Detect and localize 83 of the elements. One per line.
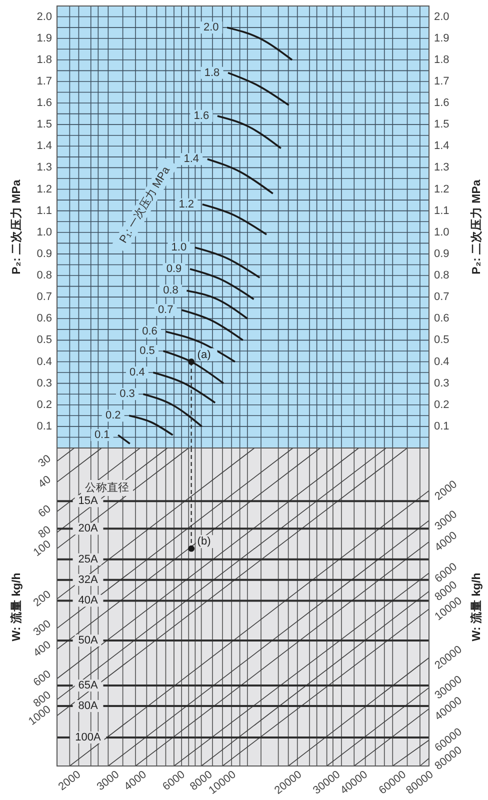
y-tick-label: 600 bbox=[31, 668, 54, 689]
y-tick-label: 0.1 bbox=[36, 420, 52, 432]
annotation: (b) bbox=[197, 536, 211, 548]
y2-tick-label: 0.3 bbox=[434, 377, 450, 390]
y2-axis-title: P₂: 二次压力 MPa bbox=[469, 179, 483, 274]
y-tick-label: 1.1 bbox=[36, 204, 52, 217]
series-label: 0.4 bbox=[130, 366, 145, 379]
y-tick-label: 0.3 bbox=[36, 377, 52, 390]
y-tick-label: 0.9 bbox=[36, 248, 52, 260]
y-tick-label: 30 bbox=[36, 452, 54, 470]
y-tick-label: 400 bbox=[31, 638, 54, 660]
y-tick-label: 2.0 bbox=[36, 10, 52, 23]
y-tick-label: 1.6 bbox=[36, 97, 52, 110]
y2-tick-label: 0.1 bbox=[434, 420, 450, 432]
y2-tick-label: 0.7 bbox=[434, 291, 450, 304]
y2-tick-label: 1.0 bbox=[434, 226, 450, 238]
annotation: (a) bbox=[197, 348, 211, 361]
y-tick-label: 0.7 bbox=[36, 291, 52, 304]
y2-tick-label: 1.8 bbox=[434, 54, 450, 66]
y-tick-label: 1.8 bbox=[36, 54, 52, 66]
y-tick-label: 1.3 bbox=[36, 162, 52, 174]
series-label: 1.8 bbox=[204, 66, 220, 79]
series-label: 1.6 bbox=[194, 110, 210, 122]
y-tick-label: 40 bbox=[36, 474, 54, 491]
ref-line-label: 50A bbox=[78, 634, 98, 647]
ref-line-label: 15A bbox=[78, 495, 98, 508]
y2-tick-label: 1.1 bbox=[434, 204, 450, 217]
series-label: 0.9 bbox=[166, 263, 182, 276]
y-tick-label: 60 bbox=[36, 503, 54, 520]
y-axis-title: W: 流量 kg/h bbox=[9, 572, 23, 642]
y2-tick-label: 1.3 bbox=[434, 162, 450, 174]
y-tick-label: 300 bbox=[31, 618, 54, 639]
y2-tick-label: 1.2 bbox=[434, 183, 450, 196]
y2-tick-label: 2.0 bbox=[434, 10, 450, 23]
y2-tick-label: 1.9 bbox=[434, 32, 450, 44]
y-tick-label: 1.7 bbox=[36, 75, 52, 88]
series-label: 1.0 bbox=[171, 241, 187, 254]
y-tick-label: 1.9 bbox=[36, 32, 52, 44]
y2-tick-label: 1.5 bbox=[434, 118, 450, 131]
series-label: 0.6 bbox=[142, 326, 158, 338]
y-tick-label: 0.4 bbox=[36, 356, 52, 368]
ref-line-label: 65A bbox=[78, 680, 98, 692]
y-tick-label: 1.0 bbox=[36, 226, 52, 238]
y-tick-label: 200 bbox=[31, 588, 54, 610]
series-label: 1.2 bbox=[178, 198, 194, 210]
y-tick-label: 100 bbox=[31, 538, 54, 559]
series-label: 2.0 bbox=[203, 22, 219, 34]
series-label: 0.2 bbox=[105, 410, 121, 422]
y2-tick-label: 0.8 bbox=[434, 270, 450, 282]
ref-line-label: 20A bbox=[78, 522, 98, 535]
y-tick-label: 1.5 bbox=[36, 118, 52, 131]
ref-line-label: 40A bbox=[78, 594, 98, 607]
y2-tick-label: 0.4 bbox=[434, 356, 450, 368]
y2-axis-title: W: 流量 kg/h bbox=[469, 572, 483, 642]
y2-tick-label: 1.7 bbox=[434, 75, 450, 88]
x-tick-label: 4000 bbox=[122, 768, 149, 794]
ref-line-label: 32A bbox=[78, 574, 98, 586]
annotation: 公称直径 bbox=[85, 481, 129, 494]
y2-tick-label: 0.5 bbox=[434, 334, 450, 346]
y2-tick-label: 1.4 bbox=[434, 140, 450, 152]
y-tick-label: 1.2 bbox=[36, 183, 52, 196]
y-tick-label: 0.5 bbox=[36, 334, 52, 346]
y2-tick-label: 0.2 bbox=[434, 398, 450, 411]
y-tick-label: 0.8 bbox=[36, 270, 52, 282]
y2-tick-label: 0.9 bbox=[434, 248, 450, 260]
y2-tick-label: 0.6 bbox=[434, 312, 450, 325]
y2-tick-label: 1.6 bbox=[434, 97, 450, 110]
x-tick-label: 6000 bbox=[160, 768, 188, 794]
series-label: 0.5 bbox=[140, 344, 155, 357]
y-tick-label: 80 bbox=[36, 524, 54, 541]
series-label: 0.7 bbox=[158, 304, 174, 316]
ref-line-label: 80A bbox=[78, 700, 98, 712]
ref-line-label: 100A bbox=[75, 731, 102, 744]
y-tick-label: 1.4 bbox=[36, 140, 52, 152]
ref-line-label: 25A bbox=[78, 553, 98, 566]
text: 4000 bbox=[432, 530, 460, 554]
series-label: 0.8 bbox=[163, 284, 178, 297]
y-tick-label: 0.6 bbox=[36, 312, 52, 325]
y-tick-label: 0.2 bbox=[36, 398, 52, 411]
series-label: 0.1 bbox=[94, 429, 110, 442]
y-axis-title: P₂: 二次压力 MPa bbox=[9, 179, 23, 274]
series-label: 0.3 bbox=[120, 388, 135, 400]
series-label: 1.4 bbox=[184, 153, 200, 166]
